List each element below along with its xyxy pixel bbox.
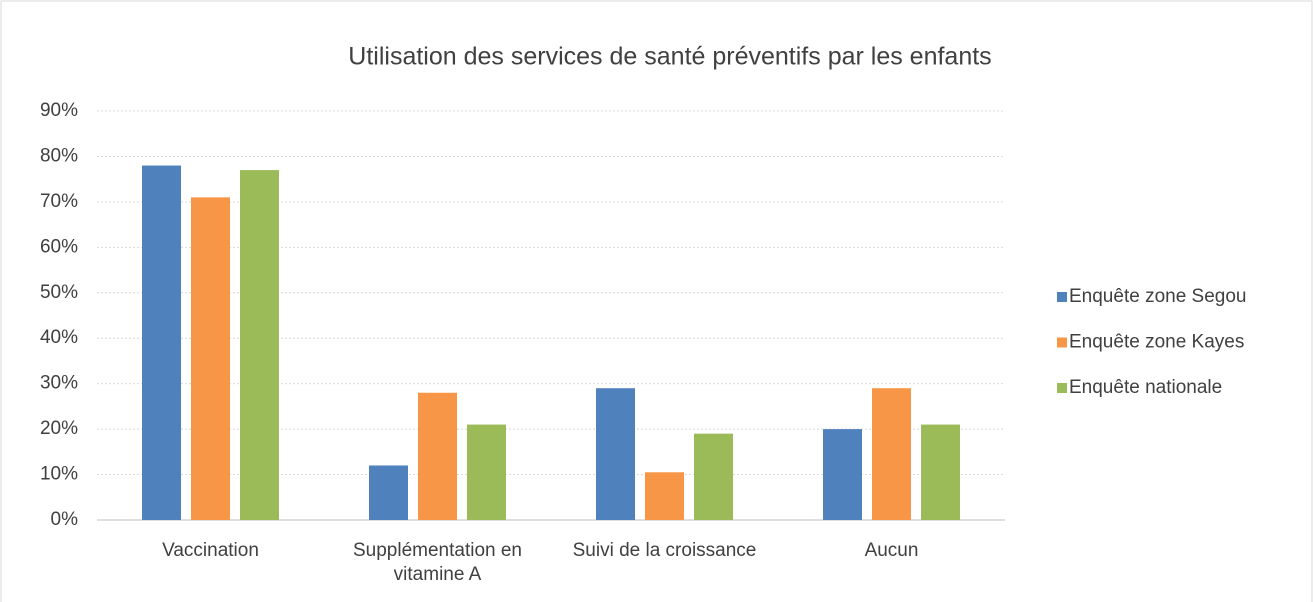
legend-swatch xyxy=(1057,292,1067,302)
bar xyxy=(467,424,506,520)
y-tick-label: 40% xyxy=(40,327,78,348)
legend-swatch xyxy=(1057,383,1067,393)
x-tick-label: Supplémentation en vitamine A xyxy=(353,540,522,585)
bar xyxy=(418,392,457,520)
y-tick-label: 90% xyxy=(40,100,78,121)
bar xyxy=(872,388,911,520)
bar xyxy=(921,424,960,520)
x-tick-label: Aucun xyxy=(865,540,919,561)
y-tick-label: 0% xyxy=(51,509,79,530)
y-tick-label: 30% xyxy=(40,373,78,394)
legend-label: Enquête zone Segou xyxy=(1069,286,1247,307)
bar xyxy=(596,388,635,520)
bar xyxy=(191,197,230,520)
y-tick-label: 60% xyxy=(40,236,78,257)
bar xyxy=(240,170,279,521)
x-tick-label: Vaccination xyxy=(162,540,259,561)
legend-swatch xyxy=(1057,337,1067,348)
bar xyxy=(823,429,862,520)
bar xyxy=(142,165,181,521)
y-tick-label: 80% xyxy=(40,145,78,166)
y-tick-label: 50% xyxy=(40,282,78,303)
bar xyxy=(694,433,733,520)
bar xyxy=(369,465,408,520)
chart-title: Utilisation des services de santé préven… xyxy=(348,43,991,71)
legend-label: Enquête nationale xyxy=(1069,377,1222,398)
y-tick-label: 10% xyxy=(40,464,78,485)
x-tick-label: Suivi de la croissance xyxy=(573,540,757,561)
y-tick-label: 20% xyxy=(40,418,78,439)
y-tick-label: 70% xyxy=(40,191,78,212)
legend-label: Enquête zone Kayes xyxy=(1069,332,1244,353)
bar xyxy=(645,472,684,520)
